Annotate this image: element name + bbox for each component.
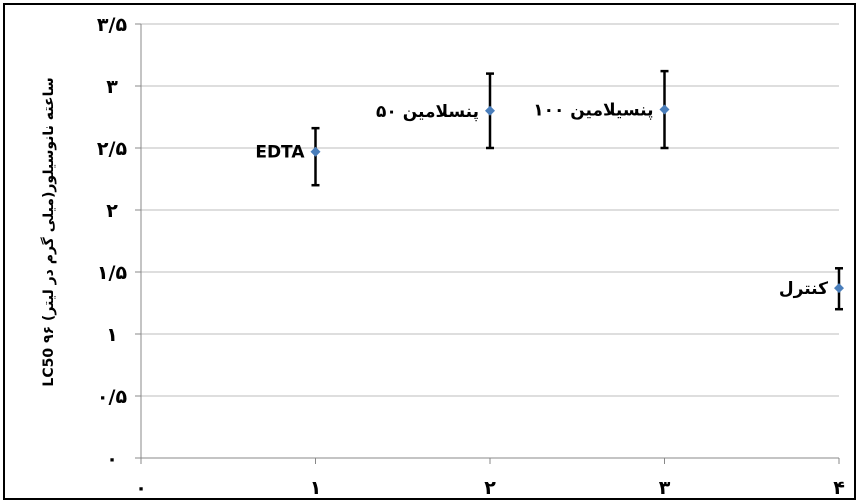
x-tick-label: ۲ bbox=[484, 477, 496, 499]
y-tick-label: ۱ bbox=[106, 324, 118, 346]
data-point-marker bbox=[659, 104, 670, 115]
data-point-label: پنسیلامین ۱۰۰ bbox=[533, 101, 653, 121]
x-tick-label: ۴ bbox=[833, 477, 845, 499]
data-point-label: EDTA bbox=[255, 143, 305, 163]
y-tick-label: ۲ bbox=[106, 200, 118, 222]
y-tick-label: ۰/۵ bbox=[97, 386, 128, 408]
data-point-layer: EDTA پنسلامین ۵۰ پنسیلامین ۱۰۰ کنترل bbox=[255, 69, 844, 311]
y-axis-label: LC50 ۹۶ ساعته نانوسیلور(میلی گرم در لیتر… bbox=[40, 77, 57, 386]
data-point-marker bbox=[834, 283, 844, 294]
data-point-group: کنترل bbox=[779, 267, 844, 311]
x-tick-label: ۱ bbox=[310, 477, 322, 499]
tick-label-layer: ۰ ۰/۵ ۱ ۱/۵ ۲ ۲/۵ ۳ ۳/۵ ۰ ۱ ۲ ۳ ۴ bbox=[97, 14, 845, 499]
y-tick-label: ۳/۵ bbox=[97, 14, 128, 36]
x-tick-label: ۳ bbox=[659, 477, 671, 499]
axis-layer bbox=[135, 23, 840, 464]
y-tick-label: ۲/۵ bbox=[97, 138, 128, 160]
y-tick-label: ۰ bbox=[106, 448, 118, 470]
x-tick-label: ۰ bbox=[135, 477, 147, 499]
y-tick-label: ۳ bbox=[106, 76, 118, 98]
data-point-marker bbox=[485, 105, 495, 116]
data-point-label: پنسلامین ۵۰ bbox=[376, 102, 479, 122]
data-point-marker bbox=[310, 146, 321, 157]
data-point-group: پنسلامین ۵۰ bbox=[376, 72, 495, 150]
data-point-group: EDTA bbox=[255, 126, 321, 187]
data-point-label: کنترل bbox=[779, 279, 828, 299]
data-point-group: پنسیلامین ۱۰۰ bbox=[533, 69, 670, 150]
y-tick-label: ۱/۵ bbox=[97, 262, 128, 284]
